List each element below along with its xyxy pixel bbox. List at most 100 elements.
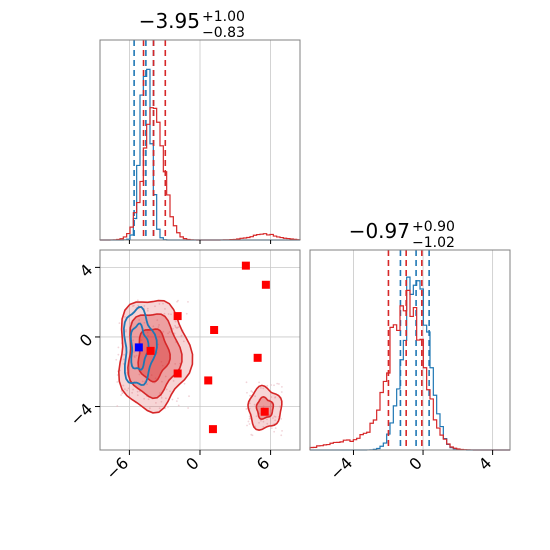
sample-point bbox=[262, 405, 265, 408]
x-tick-label: 4 bbox=[475, 453, 496, 474]
sample-point bbox=[251, 391, 254, 394]
sample-point bbox=[132, 305, 134, 307]
sample-point bbox=[147, 398, 150, 401]
sample-point bbox=[266, 422, 269, 425]
sample-point bbox=[174, 324, 176, 327]
sample-point bbox=[262, 420, 265, 423]
red-square-marker bbox=[204, 376, 213, 385]
sample-point bbox=[260, 419, 262, 422]
sample-point bbox=[136, 390, 139, 393]
sample-point bbox=[158, 407, 161, 410]
sample-point bbox=[165, 388, 168, 391]
sample-point bbox=[258, 421, 260, 424]
sample-point bbox=[123, 353, 125, 356]
sample-point bbox=[247, 420, 250, 423]
sample-point bbox=[262, 387, 265, 390]
sample-point bbox=[131, 391, 134, 394]
sample-point bbox=[140, 339, 143, 342]
sample-point bbox=[262, 425, 265, 428]
sample-point bbox=[170, 313, 172, 316]
histogram-x-panel: −3.95 +1.00−0.83 bbox=[99, 9, 301, 244]
sample-point bbox=[182, 340, 185, 343]
blue-contour bbox=[122, 306, 158, 386]
red-square-marker bbox=[173, 369, 182, 378]
sample-point bbox=[162, 302, 164, 305]
panel-title-lower-error: −0.83 bbox=[202, 25, 245, 41]
x-tick-label: −6 bbox=[102, 453, 132, 483]
sample-point bbox=[248, 415, 251, 418]
sample-point bbox=[126, 389, 129, 392]
sample-point bbox=[246, 424, 248, 427]
sample-point bbox=[132, 339, 135, 342]
sample-point bbox=[143, 305, 146, 307]
plot-frame bbox=[309, 249, 511, 451]
x-tick-label: 0 bbox=[405, 453, 426, 474]
sample-point bbox=[147, 334, 149, 337]
x-tick-label: 6 bbox=[253, 453, 274, 474]
x-tick-label: −4 bbox=[326, 453, 356, 483]
blue-square-marker bbox=[134, 343, 143, 352]
sample-point bbox=[136, 394, 139, 397]
blue-contour bbox=[129, 322, 150, 371]
sample-point bbox=[143, 321, 146, 324]
sample-point bbox=[125, 329, 127, 331]
sample-point bbox=[274, 427, 277, 430]
sample-point bbox=[138, 373, 141, 376]
sample-point bbox=[161, 380, 163, 383]
sample-point bbox=[168, 331, 171, 333]
y-tick-label: 0 bbox=[76, 330, 97, 351]
red-square-marker bbox=[146, 346, 155, 355]
sample-point bbox=[174, 320, 177, 323]
sample-point bbox=[160, 400, 163, 403]
sample-point bbox=[118, 322, 121, 325]
panel-title-lower-error: −1.02 bbox=[412, 235, 455, 251]
red-square-marker bbox=[253, 353, 262, 362]
sample-point bbox=[254, 425, 257, 428]
sample-point bbox=[176, 326, 179, 329]
sample-point bbox=[260, 387, 262, 389]
sample-point bbox=[167, 406, 169, 408]
sample-point bbox=[280, 391, 283, 393]
sample-point bbox=[138, 319, 141, 321]
sample-point bbox=[273, 430, 276, 433]
sample-point bbox=[157, 343, 160, 346]
sample-point bbox=[245, 408, 248, 410]
sample-point bbox=[132, 388, 134, 391]
sample-point bbox=[137, 304, 140, 307]
sample-point bbox=[117, 346, 120, 349]
sample-point bbox=[270, 384, 273, 386]
sample-point bbox=[164, 307, 166, 310]
sample-point bbox=[120, 394, 123, 396]
sample-point bbox=[180, 335, 182, 338]
sample-point bbox=[188, 395, 190, 398]
sample-point bbox=[116, 405, 119, 407]
sample-point bbox=[245, 381, 248, 384]
sample-point bbox=[154, 377, 157, 380]
sample-point bbox=[157, 326, 160, 328]
sample-point bbox=[172, 379, 175, 382]
red-square-marker bbox=[241, 261, 250, 270]
sample-point bbox=[146, 383, 148, 386]
contour-scatter-panel: −6 0 6 −4 0 4 bbox=[66, 249, 301, 484]
sample-point bbox=[159, 392, 161, 394]
sample-point bbox=[278, 405, 281, 408]
sample-point bbox=[146, 307, 149, 310]
panel-title-upper-error: +0.90 bbox=[412, 219, 455, 235]
sample-point bbox=[158, 335, 161, 338]
sample-point bbox=[280, 386, 283, 388]
sample-point bbox=[171, 398, 174, 401]
sample-point bbox=[280, 434, 283, 437]
sample-point bbox=[272, 417, 274, 419]
y-tick-label: 4 bbox=[76, 260, 97, 281]
sample-point bbox=[250, 433, 253, 436]
sample-point bbox=[124, 315, 126, 318]
sample-point bbox=[175, 400, 178, 403]
sample-point bbox=[183, 382, 186, 385]
sample-point bbox=[174, 326, 177, 329]
sample-point bbox=[249, 394, 251, 397]
panel-title-value: −0.97 bbox=[349, 219, 410, 243]
sample-point bbox=[270, 427, 273, 430]
histogram-y-panel: −0.97 +0.90−1.02 −4 0 4 bbox=[309, 219, 511, 484]
panel-title-upper-error: +1.00 bbox=[202, 9, 245, 25]
